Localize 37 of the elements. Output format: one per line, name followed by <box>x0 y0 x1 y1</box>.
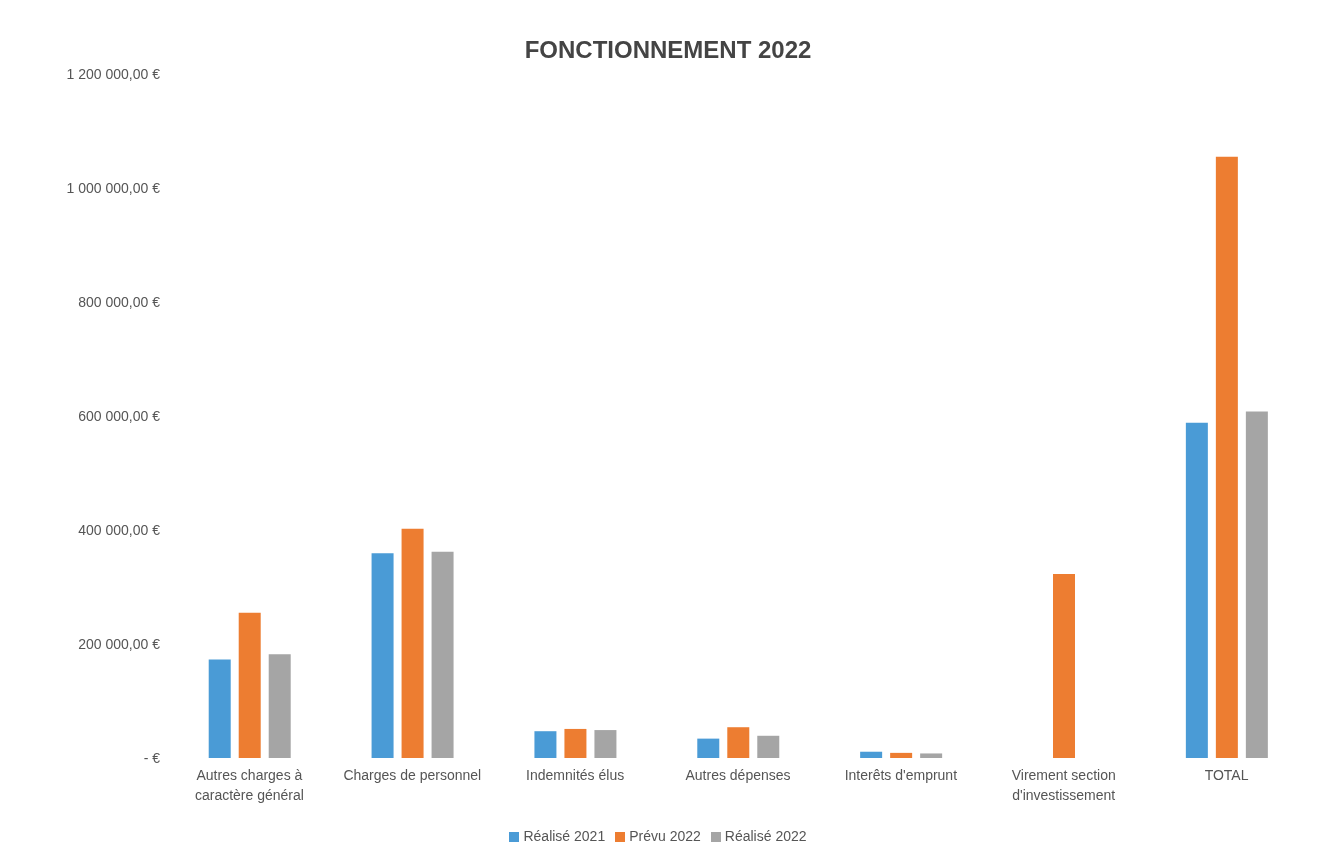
bar <box>594 730 617 758</box>
bar <box>564 728 587 758</box>
x-tick-label: Interêts d'emprunt <box>844 767 958 783</box>
bar <box>860 751 883 758</box>
y-tick-label: 200 000,00 € <box>78 635 161 652</box>
bar <box>371 553 394 758</box>
y-tick-label: - € <box>143 749 161 766</box>
legend-label: Prévu 2022 <box>629 828 701 844</box>
x-tick-label: Indemnités élus <box>526 767 625 783</box>
y-tick-label: 600 000,00 € <box>78 407 161 424</box>
bar <box>920 753 943 758</box>
bar <box>534 731 557 758</box>
x-tick-label: Autres dépenses <box>685 767 791 783</box>
bar <box>697 738 720 758</box>
bar <box>1053 573 1075 758</box>
bar <box>1215 156 1238 758</box>
x-tick-label: Charges de personnel <box>343 767 482 783</box>
bar <box>431 551 454 758</box>
bar <box>1245 411 1268 758</box>
y-tick-label: 800 000,00 € <box>78 293 161 310</box>
bar <box>208 659 231 758</box>
legend-label: Réalisé 2021 <box>523 828 606 844</box>
x-tick-label: Virement section d'investissement <box>1011 767 1116 803</box>
bar <box>401 528 424 758</box>
y-tick-label: 1 200 000,00 € <box>66 65 161 82</box>
chart-title: FONCTIONNEMENT 2022 <box>523 35 813 64</box>
y-tick-label: 400 000,00 € <box>78 521 161 538</box>
bar <box>890 752 913 758</box>
bar <box>238 612 261 758</box>
bar <box>268 654 291 758</box>
bar <box>727 727 750 758</box>
legend-label: Réalisé 2022 <box>724 828 807 844</box>
x-tick-label: TOTAL <box>1204 767 1249 783</box>
bar <box>1185 422 1208 758</box>
x-tick-label: Autres charges à caractère général <box>194 767 304 803</box>
bar <box>757 735 780 758</box>
y-tick-label: 1 000 000,00 € <box>66 179 161 196</box>
